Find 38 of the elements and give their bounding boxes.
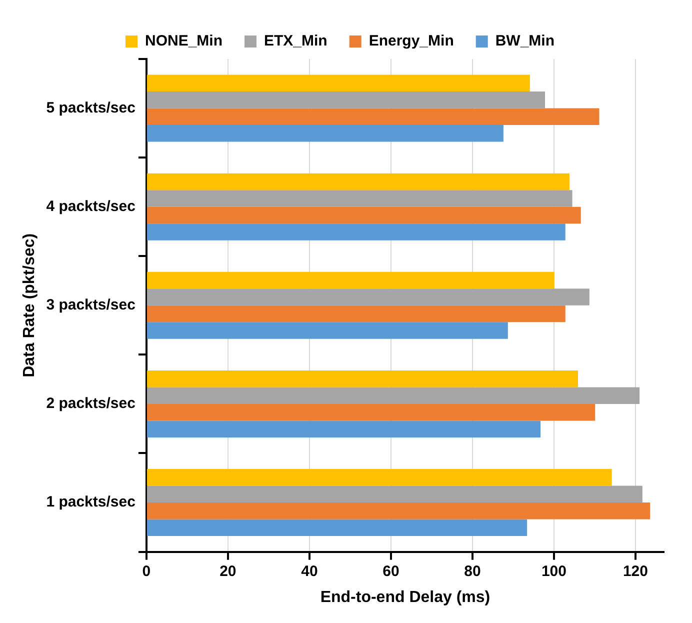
x-tick-label: 80	[464, 562, 481, 580]
x-tick-label: 20	[220, 562, 236, 580]
bar	[146, 173, 570, 190]
bar	[146, 108, 600, 126]
x-tick-label: 0	[142, 562, 151, 580]
bar	[146, 74, 530, 92]
legend-label: BW_Min	[495, 32, 555, 50]
bar	[146, 288, 590, 306]
legend-label: Energy_Min	[368, 32, 454, 50]
bar	[146, 370, 578, 388]
y-tick-label: 3 packts/sec	[46, 296, 136, 314]
bar	[146, 387, 640, 404]
bar	[146, 224, 566, 240]
y-tick-label: 2 packts/sec	[46, 395, 136, 412]
x-tick-label: 100	[541, 562, 566, 580]
bar	[146, 92, 545, 108]
legend-label: ETX_Min	[264, 32, 328, 50]
x-axis-title: End-to-end Delay (ms)	[320, 588, 490, 606]
bar	[146, 206, 581, 224]
y-axis-title: Data Rate (pkt/sec)	[21, 233, 38, 378]
y-tick-label: 1 packts/sec	[46, 494, 136, 511]
bar	[146, 322, 508, 339]
bar	[146, 486, 642, 503]
y-tick-label: 5 packts/sec	[46, 99, 136, 116]
bar	[146, 305, 566, 322]
x-tick-label: 120	[622, 562, 648, 580]
bar	[146, 190, 572, 207]
y-tick-label: 4 packts/sec	[46, 198, 136, 215]
bar	[146, 519, 528, 536]
bar	[146, 502, 650, 520]
bar	[146, 272, 554, 289]
legend-label: NONE_Min	[144, 32, 223, 50]
bar	[146, 469, 612, 486]
bar	[146, 404, 596, 421]
bar	[146, 125, 504, 142]
x-tick-label: 60	[382, 562, 400, 580]
x-tick-label: 40	[301, 562, 318, 580]
bar	[146, 420, 541, 438]
